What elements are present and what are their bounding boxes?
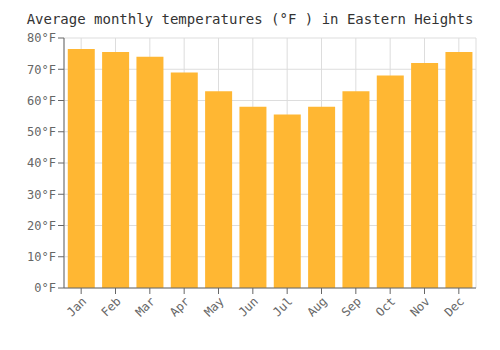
- svg-text:40°F: 40°F: [27, 156, 56, 170]
- svg-text:Jan: Jan: [64, 294, 89, 319]
- svg-text:Feb: Feb: [98, 294, 123, 319]
- svg-text:Aug: Aug: [304, 294, 329, 319]
- svg-text:Apr: Apr: [167, 294, 192, 319]
- svg-text:20°F: 20°F: [27, 219, 56, 233]
- svg-text:50°F: 50°F: [27, 125, 56, 139]
- svg-text:Oct: Oct: [373, 294, 398, 319]
- svg-text:May: May: [201, 294, 226, 319]
- svg-text:0°F: 0°F: [34, 281, 56, 295]
- svg-text:Sep: Sep: [339, 294, 364, 319]
- svg-text:30°F: 30°F: [27, 188, 56, 202]
- html-text:Average monthly temperatures (: Average monthly temperatures (°F ) in Ea…: [26, 11, 474, 27]
- svg-text:80°F: 80°F: [27, 31, 56, 45]
- svg-text:10°F: 10°F: [27, 250, 56, 264]
- svg-text:70°F: 70°F: [27, 63, 56, 77]
- svg-text:Jun: Jun: [236, 294, 261, 319]
- svg-text:60°F: 60°F: [27, 94, 56, 108]
- svg-text:Dec: Dec: [442, 294, 467, 319]
- svg-text:Mar: Mar: [133, 294, 158, 319]
- svg-text:Jul: Jul: [270, 294, 295, 319]
- svg-text:Nov: Nov: [407, 294, 432, 319]
